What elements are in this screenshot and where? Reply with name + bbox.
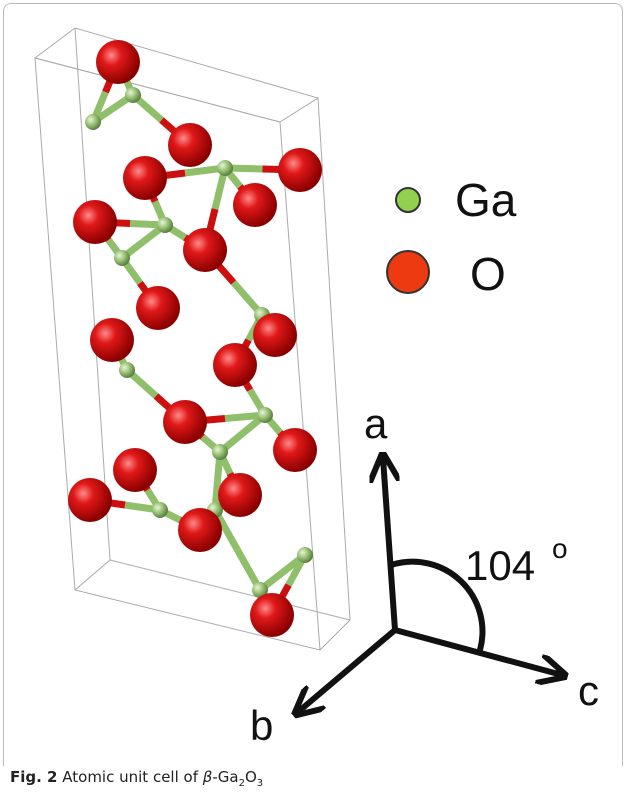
legend-ga-marker bbox=[396, 188, 420, 212]
o-atom bbox=[178, 508, 222, 552]
legend-o-marker bbox=[387, 251, 429, 293]
ga-atom bbox=[217, 160, 233, 176]
ga-atom bbox=[157, 217, 173, 233]
caption: Fig. 2 Atomic unit cell of β-Ga2O3 bbox=[10, 768, 263, 789]
ga-atom bbox=[119, 362, 135, 378]
ga-atom bbox=[257, 407, 273, 423]
ga-atom bbox=[212, 444, 228, 460]
ga-atom bbox=[85, 114, 101, 130]
o-atom bbox=[218, 473, 262, 517]
angle-value: 104 bbox=[465, 542, 535, 589]
o-atom bbox=[250, 593, 294, 637]
o-atom bbox=[90, 318, 134, 362]
formula: -Ga bbox=[212, 768, 238, 786]
o-atom bbox=[168, 123, 212, 167]
formula: 3 bbox=[257, 778, 263, 789]
caption-label: Fig. 2 bbox=[10, 768, 57, 786]
axis-a bbox=[383, 458, 395, 630]
o-atom bbox=[136, 286, 180, 330]
ga-atom bbox=[125, 87, 141, 103]
o-atom bbox=[273, 428, 317, 472]
o-atom bbox=[233, 183, 277, 227]
caption-text: Atomic unit cell of bbox=[62, 768, 198, 786]
legend-label: Ga bbox=[455, 174, 517, 226]
o-atom bbox=[213, 343, 257, 387]
page: {"legend": [{"label": "Ga"}, {"label": "… bbox=[0, 0, 625, 796]
axis-label: c bbox=[578, 667, 599, 714]
o-atom bbox=[113, 448, 157, 492]
o-atom bbox=[253, 313, 297, 357]
axis-b bbox=[298, 630, 395, 712]
figure: Ga O a b c 104 o bbox=[0, 0, 625, 766]
o-atom bbox=[73, 200, 117, 244]
formula: O bbox=[245, 768, 257, 786]
legend: Ga O bbox=[387, 174, 517, 300]
axis-c bbox=[395, 630, 562, 675]
legend-label: O bbox=[470, 248, 506, 300]
caption-symbol: β bbox=[203, 768, 213, 786]
ga-atom bbox=[152, 502, 168, 518]
axis-label: b bbox=[250, 702, 273, 749]
o-atom bbox=[183, 228, 227, 272]
o-atom bbox=[68, 478, 112, 522]
atoms bbox=[68, 40, 322, 637]
o-atom bbox=[96, 40, 140, 84]
o-atom bbox=[278, 148, 322, 192]
angle-unit: o bbox=[552, 533, 568, 564]
ga-atom bbox=[297, 547, 313, 563]
o-atom bbox=[123, 156, 167, 200]
o-atom bbox=[163, 400, 207, 444]
axis-label: a bbox=[364, 400, 388, 447]
ga-atom bbox=[114, 250, 130, 266]
